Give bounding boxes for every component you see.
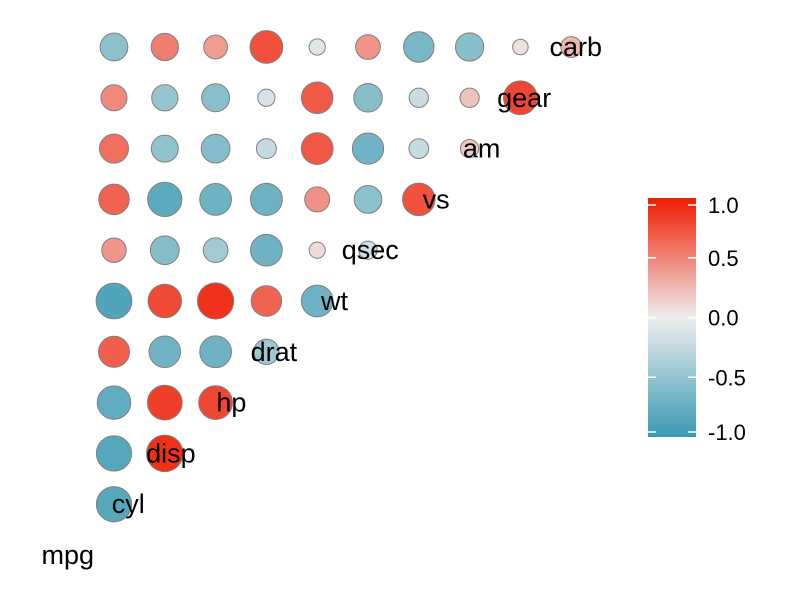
corr-carb-hp bbox=[249, 30, 284, 64]
corr-carb-qsec bbox=[403, 31, 435, 63]
corr-qsec-hp bbox=[250, 233, 283, 267]
corr-gear-disp bbox=[201, 83, 231, 113]
corr-vs-cyl bbox=[147, 181, 183, 218]
corr-carb-am bbox=[512, 38, 529, 56]
corr-gear-wt bbox=[353, 83, 383, 113]
corr-gear-qsec bbox=[408, 87, 429, 108]
corr-drat-disp bbox=[199, 335, 232, 369]
corr-gear-cyl bbox=[151, 84, 179, 112]
corr-drat-hp bbox=[253, 338, 280, 365]
corr-qsec-wt bbox=[358, 240, 378, 260]
corr-am-hp bbox=[255, 138, 277, 160]
corr-am-cyl bbox=[150, 134, 179, 163]
corr-vs-drat bbox=[304, 186, 331, 213]
corr-hp-disp bbox=[198, 385, 233, 420]
corr-vs-hp bbox=[249, 182, 283, 216]
corr-wt-cyl bbox=[147, 283, 183, 319]
var-label-wt: wt bbox=[320, 286, 348, 316]
corr-gear-hp bbox=[257, 88, 276, 107]
var-label-cyl: cyl bbox=[112, 489, 145, 519]
var-label-gear: gear bbox=[497, 83, 551, 113]
var-label-qsec: qsec bbox=[342, 235, 399, 265]
corr-am-disp bbox=[200, 133, 231, 164]
corr-gear-drat bbox=[300, 81, 334, 115]
corr-disp-mpg bbox=[95, 435, 133, 472]
legend-tick-label: -0.5 bbox=[708, 365, 746, 390]
corr-hp-mpg bbox=[96, 385, 132, 420]
corr-vs-wt bbox=[353, 185, 383, 214]
corr-disp-cyl bbox=[146, 434, 184, 473]
var-label-hp: hp bbox=[216, 388, 246, 418]
corr-carb-gear bbox=[560, 36, 583, 58]
corr-qsec-disp bbox=[202, 237, 229, 264]
var-label-drat: drat bbox=[251, 337, 298, 367]
corr-wt-drat bbox=[300, 284, 334, 318]
corr-carb-wt bbox=[355, 34, 381, 60]
corr-drat-mpg bbox=[98, 335, 130, 368]
legend-tick-label: 0.0 bbox=[708, 306, 739, 331]
corr-wt-hp bbox=[250, 285, 283, 317]
corr-hp-cyl bbox=[146, 384, 183, 421]
corr-carb-cyl bbox=[150, 32, 179, 62]
corr-am-wt bbox=[351, 132, 385, 165]
corr-vs-mpg bbox=[98, 183, 130, 216]
var-label-carb: carb bbox=[549, 32, 602, 62]
var-label-am: am bbox=[463, 134, 501, 164]
corr-carb-vs bbox=[454, 32, 485, 62]
var-label-vs: vs bbox=[423, 184, 450, 214]
corr-carb-drat bbox=[308, 38, 326, 56]
corr-gear-mpg bbox=[100, 84, 128, 112]
corr-cyl-mpg bbox=[95, 486, 133, 523]
corr-wt-mpg bbox=[95, 282, 133, 320]
corr-gear-am bbox=[503, 80, 538, 116]
corr-am-drat bbox=[300, 132, 334, 165]
corr-carb-mpg bbox=[99, 32, 129, 62]
legend-ticks: 1.0 0.5 0.0 -0.5 -1.0 bbox=[648, 193, 746, 445]
var-label-mpg: mpg bbox=[41, 540, 94, 570]
corr-am-vs bbox=[459, 138, 480, 159]
correlation-circles bbox=[95, 30, 583, 523]
corr-qsec-drat bbox=[308, 241, 326, 259]
var-label-disp: disp bbox=[146, 438, 196, 468]
corr-am-qsec bbox=[408, 138, 430, 159]
corr-qsec-cyl bbox=[149, 235, 180, 266]
corr-vs-disp bbox=[199, 183, 232, 216]
corr-am-mpg bbox=[99, 133, 129, 164]
corr-qsec-mpg bbox=[101, 237, 127, 263]
legend-tick-label: 0.5 bbox=[708, 246, 739, 271]
color-legend: 1.0 0.5 0.0 -0.5 -1.0 bbox=[648, 193, 746, 445]
corr-gear-vs bbox=[459, 87, 480, 108]
legend-tick-label: 1.0 bbox=[708, 193, 739, 218]
corr-wt-disp bbox=[196, 282, 235, 320]
corr-drat-cyl bbox=[148, 335, 182, 369]
legend-tick-label: -1.0 bbox=[708, 420, 746, 445]
corr-vs-qsec bbox=[402, 182, 436, 217]
corr-carb-disp bbox=[203, 34, 228, 60]
